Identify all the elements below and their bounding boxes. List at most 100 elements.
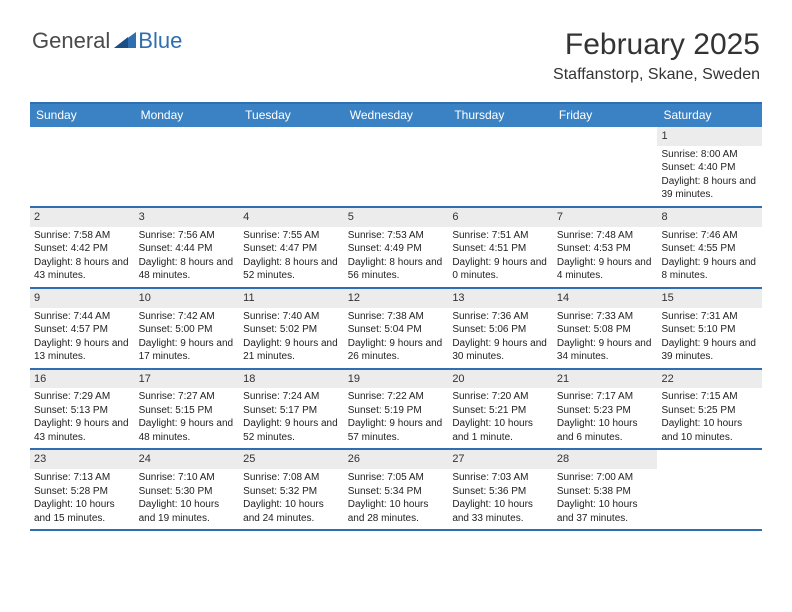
day-header: Thursday — [448, 104, 553, 127]
sunrise-text: Sunrise: 7:55 AM — [243, 229, 340, 243]
daylight-text: Daylight: 9 hours and 8 minutes. — [661, 256, 758, 283]
day-cell: 24Sunrise: 7:10 AMSunset: 5:30 PMDayligh… — [135, 450, 240, 529]
day-cell: 1Sunrise: 8:00 AMSunset: 4:40 PMDaylight… — [657, 127, 762, 206]
day-number: 18 — [239, 370, 344, 389]
sunset-text: Sunset: 5:00 PM — [139, 323, 236, 337]
day-cell: 4Sunrise: 7:55 AMSunset: 4:47 PMDaylight… — [239, 208, 344, 287]
day-content: Sunrise: 7:15 AMSunset: 5:25 PMDaylight:… — [657, 388, 762, 448]
day-content: Sunrise: 7:48 AMSunset: 4:53 PMDaylight:… — [553, 227, 658, 287]
daylight-text: Daylight: 9 hours and 21 minutes. — [243, 337, 340, 364]
daylight-text: Daylight: 9 hours and 39 minutes. — [661, 337, 758, 364]
day-content: Sunrise: 7:42 AMSunset: 5:00 PMDaylight:… — [135, 308, 240, 368]
day-cell: 8Sunrise: 7:46 AMSunset: 4:55 PMDaylight… — [657, 208, 762, 287]
day-cell-empty — [239, 127, 344, 206]
day-content: Sunrise: 7:56 AMSunset: 4:44 PMDaylight:… — [135, 227, 240, 287]
day-content: Sunrise: 7:55 AMSunset: 4:47 PMDaylight:… — [239, 227, 344, 287]
day-cell: 5Sunrise: 7:53 AMSunset: 4:49 PMDaylight… — [344, 208, 449, 287]
sunset-text: Sunset: 5:06 PM — [452, 323, 549, 337]
sunset-text: Sunset: 5:34 PM — [348, 485, 445, 499]
day-number: 15 — [657, 289, 762, 308]
daylight-text: Daylight: 10 hours and 6 minutes. — [557, 417, 654, 444]
logo-triangle-icon — [114, 30, 136, 53]
day-content: Sunrise: 7:36 AMSunset: 5:06 PMDaylight:… — [448, 308, 553, 368]
week-row: 9Sunrise: 7:44 AMSunset: 4:57 PMDaylight… — [30, 289, 762, 370]
sunrise-text: Sunrise: 7:36 AM — [452, 310, 549, 324]
sunset-text: Sunset: 5:38 PM — [557, 485, 654, 499]
week-row: 1Sunrise: 8:00 AMSunset: 4:40 PMDaylight… — [30, 127, 762, 208]
sunrise-text: Sunrise: 7:33 AM — [557, 310, 654, 324]
daylight-text: Daylight: 8 hours and 52 minutes. — [243, 256, 340, 283]
page-header: General Blue February 2025 Staffanstorp,… — [0, 0, 792, 90]
day-content: Sunrise: 7:58 AMSunset: 4:42 PMDaylight:… — [30, 227, 135, 287]
month-title: February 2025 — [553, 28, 760, 62]
sunset-text: Sunset: 4:44 PM — [139, 242, 236, 256]
day-number: 6 — [448, 208, 553, 227]
daylight-text: Daylight: 10 hours and 24 minutes. — [243, 498, 340, 525]
day-number — [448, 127, 553, 131]
daylight-text: Daylight: 9 hours and 0 minutes. — [452, 256, 549, 283]
daylight-text: Daylight: 8 hours and 39 minutes. — [661, 175, 758, 202]
sunset-text: Sunset: 5:10 PM — [661, 323, 758, 337]
day-number: 16 — [30, 370, 135, 389]
day-content: Sunrise: 7:44 AMSunset: 4:57 PMDaylight:… — [30, 308, 135, 368]
day-cell: 14Sunrise: 7:33 AMSunset: 5:08 PMDayligh… — [553, 289, 658, 368]
day-cell: 27Sunrise: 7:03 AMSunset: 5:36 PMDayligh… — [448, 450, 553, 529]
day-cell: 11Sunrise: 7:40 AMSunset: 5:02 PMDayligh… — [239, 289, 344, 368]
weeks-container: 1Sunrise: 8:00 AMSunset: 4:40 PMDaylight… — [30, 127, 762, 531]
sunrise-text: Sunrise: 7:00 AM — [557, 471, 654, 485]
sunrise-text: Sunrise: 7:48 AM — [557, 229, 654, 243]
sunrise-text: Sunrise: 7:10 AM — [139, 471, 236, 485]
sunrise-text: Sunrise: 7:31 AM — [661, 310, 758, 324]
sunset-text: Sunset: 5:13 PM — [34, 404, 131, 418]
daylight-text: Daylight: 8 hours and 43 minutes. — [34, 256, 131, 283]
day-cell: 6Sunrise: 7:51 AMSunset: 4:51 PMDaylight… — [448, 208, 553, 287]
sunset-text: Sunset: 4:49 PM — [348, 242, 445, 256]
sunrise-text: Sunrise: 8:00 AM — [661, 148, 758, 162]
daylight-text: Daylight: 8 hours and 56 minutes. — [348, 256, 445, 283]
day-cell-empty — [135, 127, 240, 206]
daylight-text: Daylight: 10 hours and 37 minutes. — [557, 498, 654, 525]
sunrise-text: Sunrise: 7:42 AM — [139, 310, 236, 324]
day-header: Saturday — [657, 104, 762, 127]
day-number: 26 — [344, 450, 449, 469]
week-row: 2Sunrise: 7:58 AMSunset: 4:42 PMDaylight… — [30, 208, 762, 289]
sunrise-text: Sunrise: 7:27 AM — [139, 390, 236, 404]
day-cell: 13Sunrise: 7:36 AMSunset: 5:06 PMDayligh… — [448, 289, 553, 368]
daylight-text: Daylight: 9 hours and 13 minutes. — [34, 337, 131, 364]
sunset-text: Sunset: 5:36 PM — [452, 485, 549, 499]
day-content: Sunrise: 7:05 AMSunset: 5:34 PMDaylight:… — [344, 469, 449, 529]
day-cell: 2Sunrise: 7:58 AMSunset: 4:42 PMDaylight… — [30, 208, 135, 287]
day-number — [553, 127, 658, 131]
day-cell-empty — [448, 127, 553, 206]
sunrise-text: Sunrise: 7:17 AM — [557, 390, 654, 404]
day-cell: 7Sunrise: 7:48 AMSunset: 4:53 PMDaylight… — [553, 208, 658, 287]
logo: General Blue — [32, 28, 182, 54]
week-row: 23Sunrise: 7:13 AMSunset: 5:28 PMDayligh… — [30, 450, 762, 531]
sunset-text: Sunset: 4:42 PM — [34, 242, 131, 256]
day-number: 21 — [553, 370, 658, 389]
day-cell: 26Sunrise: 7:05 AMSunset: 5:34 PMDayligh… — [344, 450, 449, 529]
day-cell: 23Sunrise: 7:13 AMSunset: 5:28 PMDayligh… — [30, 450, 135, 529]
day-number — [135, 127, 240, 131]
calendar: SundayMondayTuesdayWednesdayThursdayFrid… — [30, 102, 762, 531]
day-cell: 12Sunrise: 7:38 AMSunset: 5:04 PMDayligh… — [344, 289, 449, 368]
daylight-text: Daylight: 9 hours and 26 minutes. — [348, 337, 445, 364]
daylight-text: Daylight: 10 hours and 19 minutes. — [139, 498, 236, 525]
sunset-text: Sunset: 5:32 PM — [243, 485, 340, 499]
day-number: 10 — [135, 289, 240, 308]
day-content: Sunrise: 7:03 AMSunset: 5:36 PMDaylight:… — [448, 469, 553, 529]
day-number: 24 — [135, 450, 240, 469]
day-number: 5 — [344, 208, 449, 227]
title-block: February 2025 Staffanstorp, Skane, Swede… — [553, 28, 760, 84]
day-content: Sunrise: 7:53 AMSunset: 4:49 PMDaylight:… — [344, 227, 449, 287]
sunrise-text: Sunrise: 7:38 AM — [348, 310, 445, 324]
day-number: 4 — [239, 208, 344, 227]
day-content: Sunrise: 7:22 AMSunset: 5:19 PMDaylight:… — [344, 388, 449, 448]
day-content: Sunrise: 7:29 AMSunset: 5:13 PMDaylight:… — [30, 388, 135, 448]
location-text: Staffanstorp, Skane, Sweden — [553, 66, 760, 84]
day-number: 11 — [239, 289, 344, 308]
day-content: Sunrise: 7:00 AMSunset: 5:38 PMDaylight:… — [553, 469, 658, 529]
day-cell-empty — [344, 127, 449, 206]
sunrise-text: Sunrise: 7:58 AM — [34, 229, 131, 243]
day-cell: 16Sunrise: 7:29 AMSunset: 5:13 PMDayligh… — [30, 370, 135, 449]
